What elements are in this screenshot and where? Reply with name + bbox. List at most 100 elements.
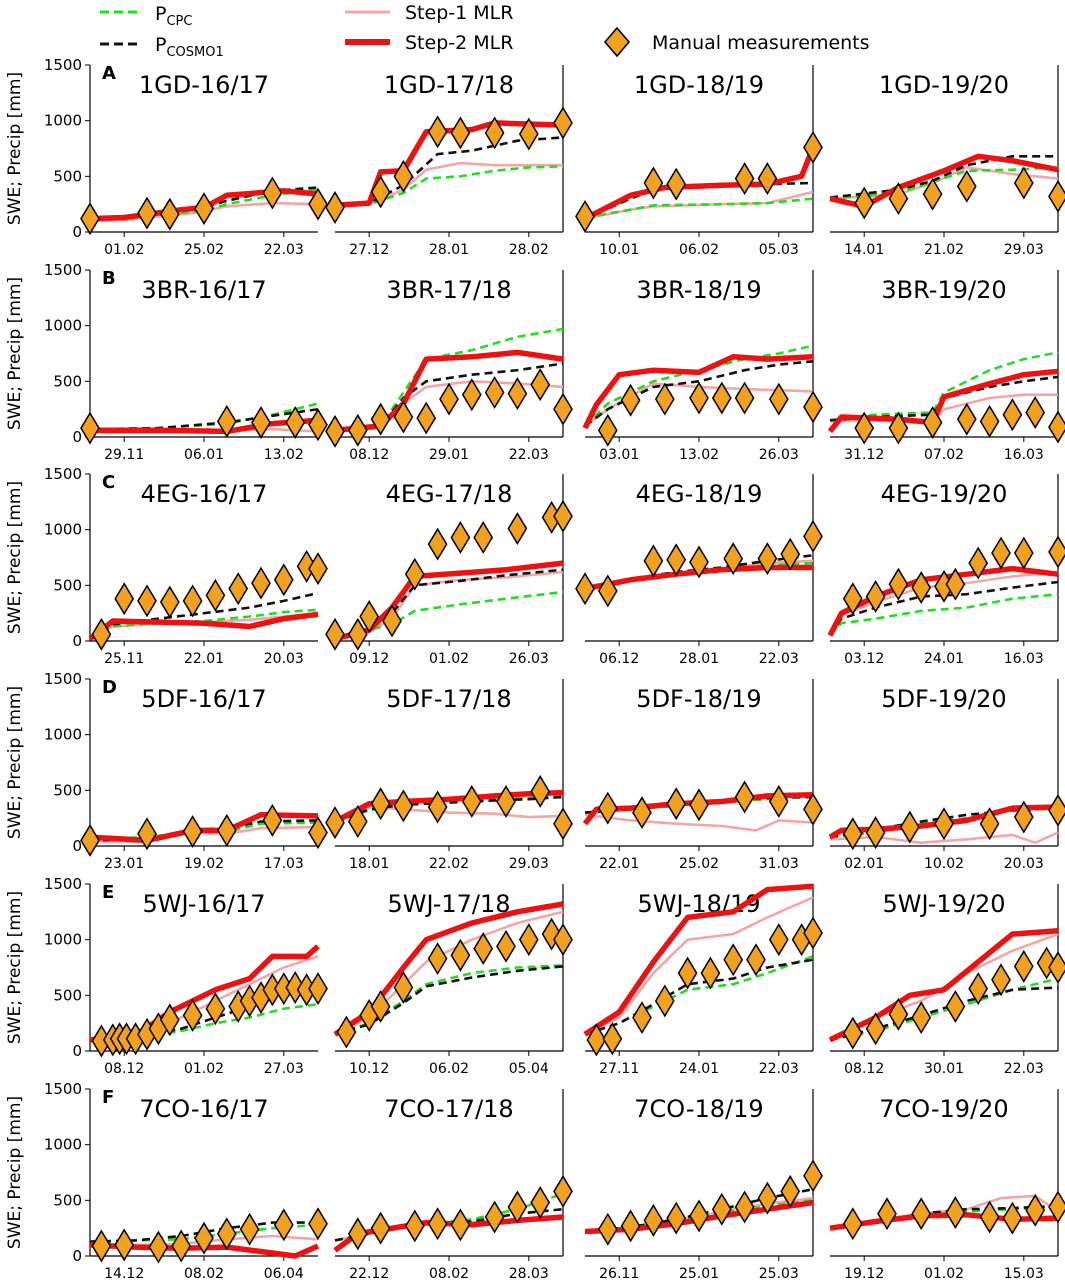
series-pcpc-line: [334, 590, 564, 641]
y-tick-label: 1500: [44, 1080, 82, 1098]
manual-measurement-marker: [359, 600, 380, 633]
manual-measurement-marker: [450, 938, 471, 972]
manual-measurement-marker: [689, 381, 709, 415]
x-tick-label: 28.03: [509, 1266, 549, 1282]
x-tick-label: 18.01: [349, 856, 389, 872]
manual-measurement-marker: [632, 1001, 652, 1035]
manual-measurement-marker: [1048, 410, 1065, 444]
manual-measurement-marker: [911, 1197, 932, 1231]
x-tick-label: 10.01: [599, 242, 639, 258]
manual-measurement-marker: [251, 406, 271, 439]
manual-measurement-marker: [956, 402, 977, 436]
x-tick-label: 31.12: [844, 447, 884, 463]
x-tick-label: 16.03: [1004, 447, 1044, 463]
panel-title: 3BR-16/17: [141, 276, 266, 304]
manual-measurement-marker: [347, 1217, 368, 1251]
series-step2-line: [827, 368, 1059, 434]
manual-measurement-marker: [1013, 536, 1034, 570]
manual-measurement-marker: [450, 1208, 471, 1242]
x-tick-label: 22.03: [1004, 1061, 1044, 1077]
series-step2-line: [829, 1212, 1059, 1231]
manual-measurement-marker: [148, 1230, 169, 1264]
y-axis-label: SWE; Precip [mm]: [5, 1096, 25, 1249]
series-pcpc-line: [584, 955, 814, 1036]
manual-measurement-marker: [1013, 800, 1034, 834]
manual-measurement-marker: [484, 116, 505, 150]
y-tick-label: 500: [53, 576, 82, 594]
x-tick-label: 24.01: [679, 1061, 719, 1077]
manual-measurement-marker: [842, 1016, 863, 1050]
manual-measurement-marker: [1048, 179, 1065, 213]
panel-3BR-17/18: 08.12 29.01 22.03 3BR-17/18: [325, 270, 573, 463]
x-tick-label: 05.03: [759, 242, 799, 258]
panel-5WJ-16/17: 0 500 1000 1500 SWE; Precip [mm] 08.12 01.02 27…: [5, 875, 328, 1077]
manual-measurement-marker: [768, 382, 789, 416]
manual-measurement-marker: [273, 1208, 294, 1242]
manual-measurement-marker: [80, 202, 100, 236]
y-tick-label: 1500: [44, 261, 82, 279]
manual-measurement-marker: [689, 1199, 709, 1233]
panel-title: 5DF-16/17: [141, 685, 266, 713]
manual-measurement-marker: [308, 816, 328, 850]
manual-measurement-marker: [803, 519, 823, 553]
manual-measurement-marker: [80, 411, 100, 445]
panel-4EG-18/19: 06.12 28.01 22.03 4EG-18/19: [575, 474, 823, 667]
manual-measurement-marker: [803, 130, 823, 164]
panel-title: 1GD-19/20: [879, 71, 1009, 99]
manual-measurement-marker: [803, 1159, 823, 1193]
panel-title: 1GD-17/18: [384, 71, 514, 99]
legend-pcosmo-label: PCOSMO1: [155, 34, 224, 60]
manual-measurement-marker: [666, 167, 687, 201]
manual-measurement-marker: [888, 997, 909, 1031]
x-tick-label: 06.01: [184, 447, 224, 463]
panel-title: 7CO-16/17: [139, 1095, 268, 1123]
manual-measurement-marker: [507, 1190, 528, 1224]
series-pcpc-line: [829, 592, 1059, 637]
manual-measurement-marker: [382, 604, 402, 638]
manual-measurement-marker: [239, 1212, 260, 1246]
manual-measurement-marker: [393, 971, 414, 1004]
panel-4EG-17/18: 09.12 01.02 26.03 4EG-17/18: [325, 474, 573, 667]
manual-measurement-marker: [427, 527, 448, 561]
legend-manual-label: Manual measurements: [652, 32, 870, 54]
manual-measurement-marker: [205, 578, 226, 612]
panel-5DF-18/19: 22.01 25.02 31.03 5DF-18/19: [582, 679, 823, 872]
manual-measurement-marker: [723, 542, 744, 576]
series-pcpc-line: [829, 351, 1059, 422]
panel-title: 5DF-19/20: [881, 685, 1006, 713]
manual-measurement-marker: [427, 115, 448, 149]
y-tick-label: 0: [72, 223, 82, 241]
manual-measurement-marker: [654, 382, 675, 416]
x-tick-label: 27.11: [599, 1061, 639, 1077]
manual-measurement-marker: [404, 1209, 425, 1243]
panel-title: 4EG-17/18: [386, 480, 513, 508]
x-tick-label: 25.03: [759, 1266, 799, 1282]
row-label: C: [102, 472, 115, 493]
panel-title: 5DF-17/18: [386, 685, 511, 713]
series-pcosmo-line: [829, 986, 1059, 1042]
x-tick-label: 06.04: [264, 1266, 304, 1282]
manual-measurement-marker: [194, 1221, 214, 1255]
panel-1GD-16/17: 0 500 1000 1500 SWE; Precip [mm] 01.02 25.02 22…: [5, 56, 328, 258]
y-axis-label: SWE; Precip [mm]: [5, 686, 25, 839]
x-tick-label: 19.12: [844, 1266, 884, 1282]
manual-measurement-marker: [530, 774, 551, 808]
manual-measurement-marker: [393, 789, 414, 823]
manual-measurement-marker: [530, 1186, 551, 1220]
panel-4EG-16/17: 0 500 1000 1500 SWE; Precip [mm] 25.11 22.01 20…: [5, 465, 328, 667]
manual-measurement-marker: [91, 617, 112, 651]
x-tick-label: 28.02: [509, 242, 549, 258]
x-tick-label: 28.01: [679, 651, 719, 667]
manual-measurement-marker: [945, 990, 966, 1023]
x-tick-label: 22.01: [184, 651, 224, 667]
manual-measurement-marker: [632, 796, 652, 830]
x-tick-label: 08.12: [104, 1061, 144, 1077]
x-tick-label: 22.01: [599, 856, 639, 872]
manual-measurement-marker: [228, 572, 249, 606]
x-tick-label: 29.11: [104, 447, 144, 463]
manual-measurement-marker: [370, 175, 391, 209]
manual-measurement-marker: [854, 411, 875, 445]
series-step2-line: [333, 1214, 564, 1253]
manual-measurement-marker: [404, 557, 425, 591]
